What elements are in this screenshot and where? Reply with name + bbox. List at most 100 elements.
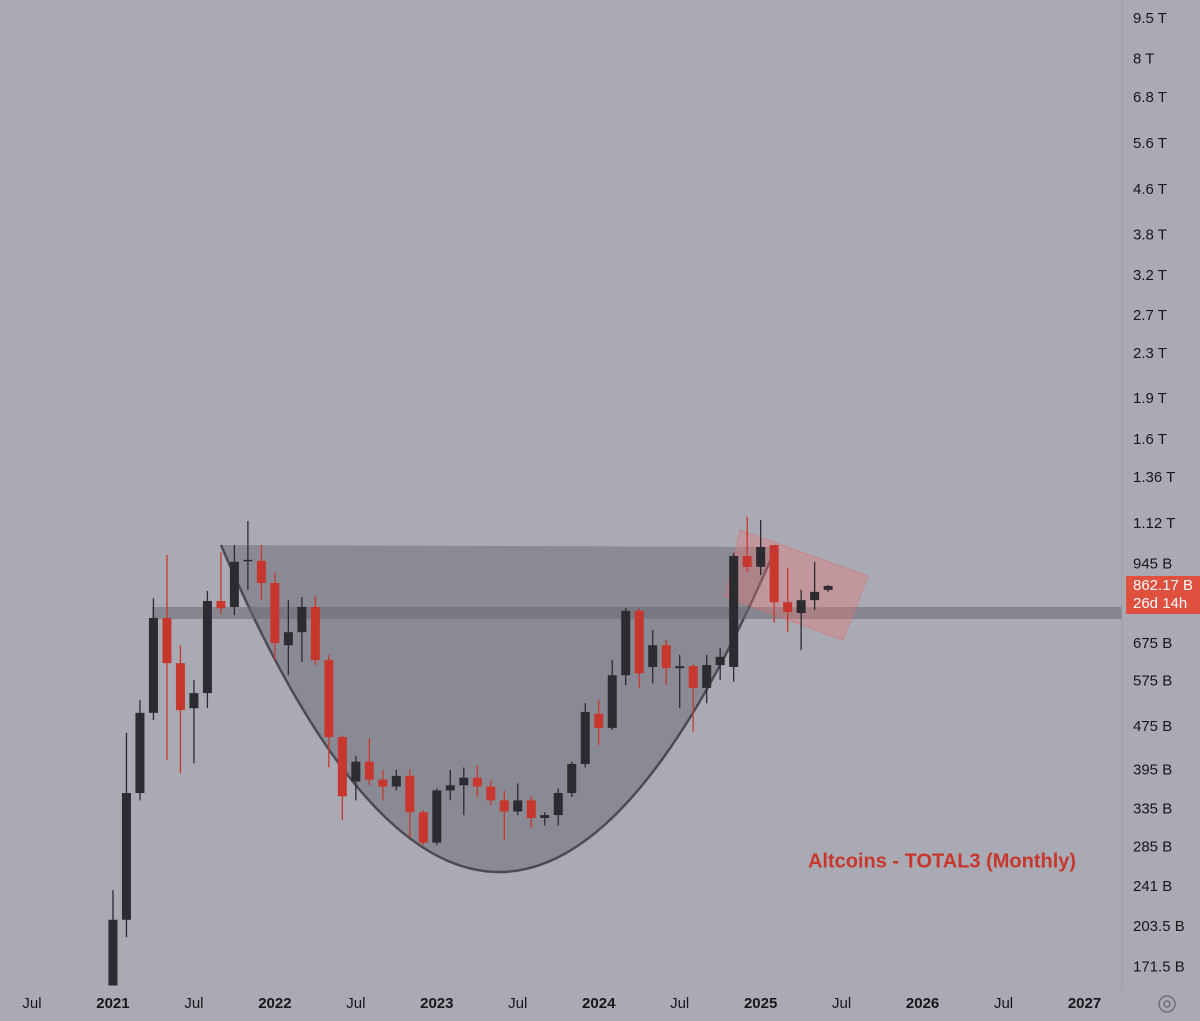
candle-body	[202, 601, 212, 694]
candle-body	[634, 610, 644, 674]
candle-body	[661, 645, 671, 669]
last-price-label: 862.17 B	[1133, 577, 1193, 594]
x-tick-label: Jul	[832, 995, 851, 1012]
settings-icon-ring[interactable]	[1158, 995, 1176, 1013]
y-tick-label: 203.5 B	[1133, 918, 1185, 935]
candle-body	[796, 600, 806, 613]
candles	[108, 516, 833, 986]
y-tick-label: 575 B	[1133, 673, 1172, 690]
candle-body	[702, 665, 712, 688]
x-tick-label: 2021	[96, 995, 129, 1012]
y-tick-label: 2.3 T	[1133, 345, 1167, 362]
candle-body	[769, 545, 779, 603]
y-tick-label: 285 B	[1133, 839, 1172, 856]
candle-body	[229, 561, 239, 607]
candle-body	[162, 617, 172, 664]
candle-body	[486, 786, 496, 801]
candle-body	[108, 919, 118, 986]
candle-body	[216, 601, 226, 609]
candle-body	[567, 763, 577, 794]
x-tick-label: 2022	[258, 995, 291, 1012]
x-tick-label: 2027	[1068, 995, 1101, 1012]
candle-body	[540, 815, 550, 819]
candle-body	[594, 713, 604, 728]
candle-body	[378, 779, 388, 787]
y-tick-label: 3.8 T	[1133, 226, 1167, 243]
candle-body	[756, 546, 766, 567]
y-tick-label: 6.8 T	[1133, 89, 1167, 106]
candle-body	[121, 793, 131, 920]
cup-curve	[219, 544, 779, 874]
x-tick-label: Jul	[22, 995, 41, 1012]
candle-body	[472, 777, 482, 787]
last-price-box	[1126, 575, 1200, 614]
candle-body	[499, 800, 509, 812]
x-tick-label: Jul	[346, 995, 365, 1012]
candle-body	[432, 790, 442, 843]
candle-body	[405, 775, 415, 813]
candle-body	[324, 660, 334, 738]
y-tick-label: 335 B	[1133, 800, 1172, 817]
x-tick-label: Jul	[994, 995, 1013, 1012]
candle-body	[445, 785, 455, 791]
chart-title: Altcoins - TOTAL3 (Monthly)	[808, 850, 1076, 872]
candle-body	[135, 712, 145, 794]
candle-body	[729, 555, 739, 667]
y-tick-label: 675 B	[1133, 635, 1172, 652]
y-tick-label: 241 B	[1133, 878, 1172, 895]
x-tick-label: 2026	[906, 995, 939, 1012]
candle-body	[742, 555, 752, 567]
y-tick-label: 9.5 T	[1133, 10, 1167, 27]
candle-body	[459, 777, 469, 786]
candle-body	[580, 711, 590, 764]
candle-body	[351, 761, 361, 782]
candle-body	[243, 559, 253, 562]
y-tick-label: 1.36 T	[1133, 469, 1175, 486]
candle-body	[513, 800, 523, 812]
x-tick-label: Jul	[508, 995, 527, 1012]
x-tick-label: 2023	[420, 995, 453, 1012]
y-tick-label: 395 B	[1133, 761, 1172, 778]
y-tick-label: 945 B	[1133, 555, 1172, 572]
candle-body	[418, 812, 428, 843]
candle-body	[270, 583, 280, 644]
candle-body	[391, 775, 401, 787]
candle-body	[337, 737, 347, 797]
candle-body	[189, 693, 199, 709]
settings-icon[interactable]	[1158, 995, 1176, 1013]
axes: 9.5 T 8 T 6.8 T 5.6 T 4.6 T 3.8 T 3.2 T 2.7 T 2.…	[22, 0, 1200, 1012]
x-tick-label: Jul	[670, 995, 689, 1012]
candle-body	[526, 800, 536, 819]
candle-body	[256, 560, 266, 584]
candle-body	[675, 666, 685, 669]
candle-body	[810, 591, 820, 601]
x-tick-label: Jul	[184, 995, 203, 1012]
candle-body	[621, 610, 631, 676]
x-tick-label: 2025	[744, 995, 777, 1012]
countdown-label: 26d 14h	[1133, 595, 1187, 612]
y-tick-label: 5.6 T	[1133, 135, 1167, 152]
candle-body	[297, 606, 307, 633]
candle-body	[283, 632, 293, 646]
y-tick-label: 1.6 T	[1133, 431, 1167, 448]
y-tick-label: 475 B	[1133, 718, 1172, 735]
y-tick-label: 171.5 B	[1133, 959, 1185, 976]
y-tick-label: 1.9 T	[1133, 390, 1167, 407]
x-tick-label: 2024	[582, 995, 616, 1012]
candle-body	[148, 617, 158, 713]
y-tick-label: 2.7 T	[1133, 307, 1167, 324]
candle-body	[783, 602, 793, 613]
settings-icon-core[interactable]	[1163, 1000, 1171, 1008]
candle-body	[648, 645, 658, 667]
candle-body	[823, 585, 833, 590]
candle-body	[688, 666, 698, 688]
candle-body	[607, 675, 617, 728]
candle-body	[175, 663, 185, 711]
candle-body	[553, 793, 563, 816]
y-tick-label: 1.12 T	[1133, 515, 1175, 532]
y-tick-label: 3.2 T	[1133, 267, 1167, 284]
y-tick-label: 8 T	[1133, 50, 1154, 67]
y-tick-label: 4.6 T	[1133, 181, 1167, 198]
